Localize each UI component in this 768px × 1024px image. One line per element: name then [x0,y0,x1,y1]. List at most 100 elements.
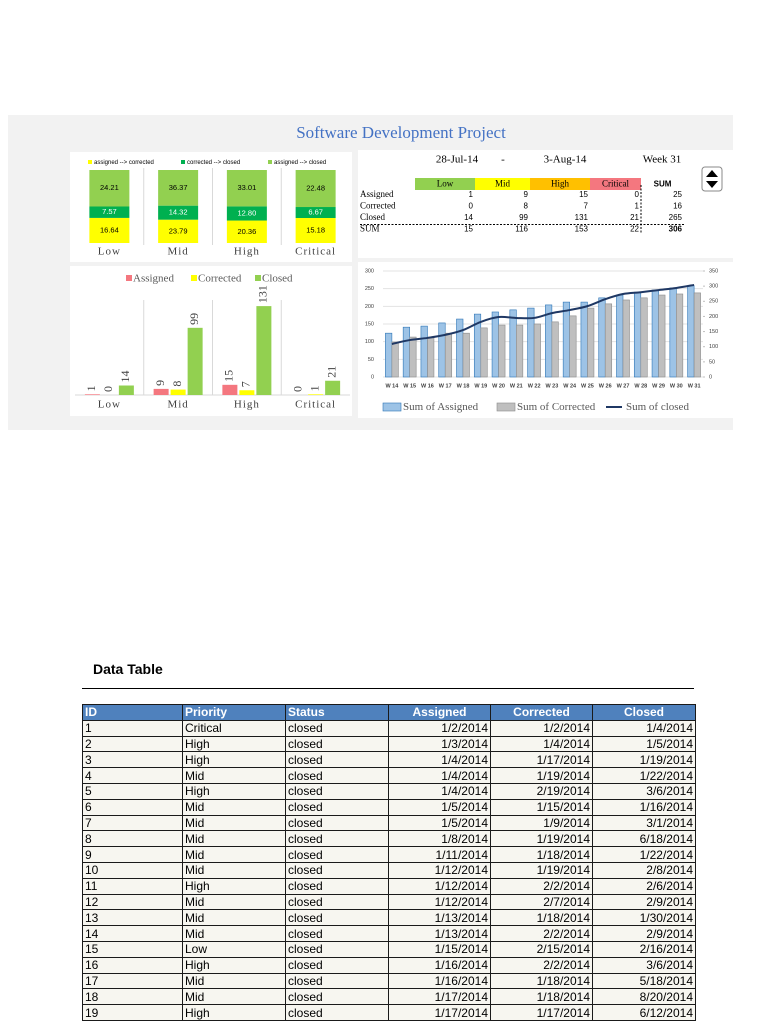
cell-value: 9 [524,190,529,199]
legend-swatch [126,275,132,281]
table-row: 4 Mid closed 1/4/2014 1/19/2014 1/22/2014 [82,767,696,784]
legend-label: assigned --> corrected [94,160,154,166]
legend-label: Closed [262,273,293,285]
chart-box [70,266,352,416]
bar-segment [226,170,267,207]
bar [308,394,324,395]
table-cell: 2/16/2014 [592,940,696,958]
table-cell: 1/19/2014 [490,767,593,784]
cell-value: 153 [575,225,589,234]
table-cell: 1/2/2014 [490,719,593,737]
data-label: 1 [307,385,321,391]
table-cell: 1/5/2014 [388,814,491,832]
table-cell: closed [285,956,389,974]
bar-segment [226,206,267,221]
table-cell: 5/18/2014 [592,972,696,990]
table-cell: 9 [82,846,183,863]
x-tick-label: W 25 [581,383,594,389]
table-cell: 2/2/2014 [490,925,593,942]
bar [676,293,684,378]
table-cell: 1/13/2014 [388,925,491,942]
table-cell: 1/16/2014 [388,972,491,990]
table-cell: 1/18/2014 [490,988,593,1006]
y2-tick-label: 100 [709,344,718,350]
y2-tick-label: 200 [709,314,718,320]
table-cell: Mid [182,861,286,879]
table-cell: 1/22/2014 [592,846,696,863]
table-row: 6 Mid closed 1/5/2014 1/15/2014 1/16/2014 [82,798,696,816]
table-cell: 2/9/2014 [592,893,696,911]
table-cell: 3/6/2014 [592,782,696,800]
bar [409,336,417,378]
week: Week 31 [643,154,682,166]
table-row: 3 High closed 1/4/2014 1/17/2014 1/19/2014 [82,751,696,769]
spinner-box[interactable] [701,166,723,192]
x-tick-label: W 30 [670,383,683,389]
cell-value: 8 [524,202,529,211]
table-row: 13 Mid closed 1/13/2014 1/18/2014 1/30/2014 [82,909,696,927]
x-tick-label: Critical [295,246,336,258]
spinner[interactable] [701,166,723,192]
data-label: 36.37 [169,183,188,192]
header-cell: Corrected [490,704,593,721]
x-tick-label: Low [98,399,121,411]
y-tick-label: 0 [371,374,374,380]
table-row: 9 Mid closed 1/11/2014 1/18/2014 1/22/2014 [82,846,696,863]
cell-value: 15 [579,190,588,199]
data-label: 24.21 [100,183,119,192]
bar [669,287,677,378]
bar [444,332,453,378]
data-label: 6.67 [308,207,323,216]
column-header-cell [590,178,641,190]
table-row: 10 Mid closed 1/12/2014 1/19/2014 2/8/2014 [82,861,696,879]
table-row: 11 High closed 1/12/2014 2/2/2014 2/6/2014 [82,877,696,895]
line [391,283,695,345]
y2-tick-label: 0 [709,374,712,380]
table-cell: 1/12/2014 [388,893,491,911]
table-cell: 1/5/2014 [388,798,491,816]
table-cell: 1/11/2014 [388,846,491,863]
table-cell: 17 [82,972,183,990]
table-cell: 11 [82,877,183,895]
table-cell: Mid [182,830,286,848]
table-cell: 2/15/2014 [490,940,593,958]
spinner-down[interactable] [706,181,718,188]
bar [491,311,499,378]
y-tick-label: 300 [365,268,374,274]
table-cell: 1/19/2014 [490,830,593,848]
table-cell: 2/6/2014 [592,877,696,895]
legend-label: Sum of Corrected [517,401,596,413]
table-cell: 1/4/2014 [388,782,491,800]
table-cell: Mid [182,972,286,990]
title-rule [82,688,694,689]
bar [153,388,169,395]
table-cell: 2/2/2014 [490,877,593,895]
bar-segment [158,170,199,206]
bar [325,380,341,395]
data-label: 1 [84,385,98,391]
table-title: Data Table [93,661,163,677]
dashboard-title: Software Development Project [296,123,506,142]
bar [640,297,648,378]
bar [480,327,488,378]
table-cell: High [182,751,286,769]
table-cell: closed [285,861,389,879]
column-header-cell [475,178,530,190]
table-cell: 7 [82,814,183,832]
table-cell: 1/18/2014 [490,909,593,927]
bar [118,385,134,395]
table-row: 18 Mid closed 1/17/2014 1/18/2014 8/20/2014 [82,988,696,1006]
bar [622,299,630,378]
legend-label: Corrected [198,273,242,285]
spinner-up[interactable] [706,170,718,177]
table-cell: 1/15/2014 [388,940,491,958]
column-header: Low [437,179,454,189]
bar [616,294,624,378]
table-cell: 1/8/2014 [388,830,491,848]
x-tick-label: Mid [167,399,188,411]
x-tick-label: W 26 [599,383,612,389]
x-tick-label: Low [98,246,121,258]
table-cell: 1/17/2014 [388,1004,491,1021]
table-cell: 6 [82,798,183,816]
